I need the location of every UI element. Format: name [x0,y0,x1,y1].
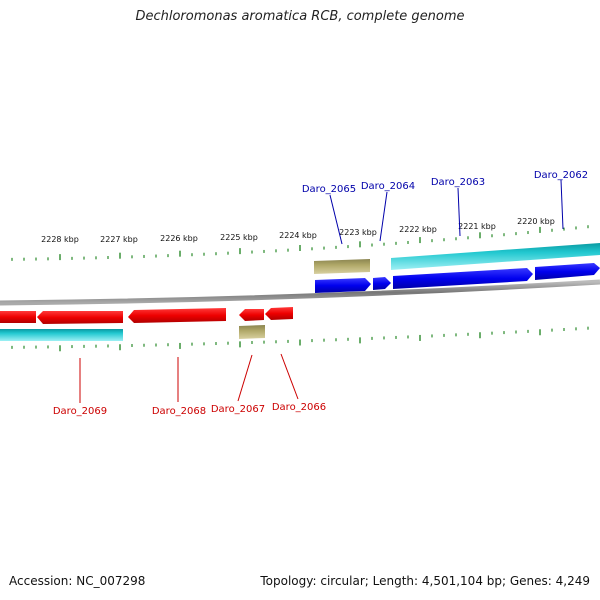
gene-label: Daro_2066 [272,402,326,413]
accession-text: Accession: NC_007298 [9,574,146,588]
gene-daro-2063[interactable] [393,268,533,289]
map-title: Dechloromonas aromatica RCB, complete ge… [135,9,465,24]
scale-label: 2228 kbp [41,235,79,244]
scale-label: 2220 kbp [517,217,555,226]
scale-labels: 2228 kbp 2227 kbp 2226 kbp 2225 kbp 2224… [41,217,555,244]
gene-daro-2068[interactable] [128,308,226,323]
genome-backbone [0,279,600,306]
gene-daro-2064[interactable] [373,277,391,290]
scale-label: 2226 kbp [160,234,198,243]
gene-daro-2062[interactable] [535,263,600,280]
gene-label: Daro_2067 [211,404,265,415]
gene-label: Daro_2063 [431,177,485,188]
scale-label: 2221 kbp [458,222,496,231]
scale-label: 2222 kbp [399,225,437,234]
gene-label: Daro_2068 [152,406,206,417]
rna-feature-top[interactable] [391,243,600,270]
topology-text: Topology: circular; Length: 4,501,104 bp… [260,574,590,588]
gene-label: Daro_2062 [534,170,588,181]
scale-ticks-bottom [11,326,589,352]
gene-label: Daro_2069 [53,406,107,417]
gene-label: Daro_2065 [302,184,356,195]
gene-daro-2067[interactable] [239,309,264,321]
gene-daro-2066[interactable] [265,307,293,320]
forward-strand-features [314,243,600,293]
misc-feature-daro-2067[interactable] [239,325,265,339]
scale-label: 2224 kbp [279,231,317,240]
rna-feature-bottom[interactable] [0,329,123,341]
label-leader-lines [79,179,564,403]
gene-labels: Daro_2065 Daro_2064 Daro_2063 Daro_2062 … [53,170,588,417]
gene-label: Daro_2064 [361,181,415,192]
reverse-strand-features [0,307,293,341]
gene-daro-2069[interactable] [37,311,123,324]
scale-ticks-top [11,225,589,261]
misc-feature-daro-2065[interactable] [314,259,370,274]
gene-daro-2065[interactable] [315,278,371,293]
gene-daro-2069-part[interactable] [0,311,36,323]
scale-label: 2227 kbp [100,235,138,244]
scale-label: 2225 kbp [220,233,258,242]
scale-label: 2223 kbp [339,228,377,237]
